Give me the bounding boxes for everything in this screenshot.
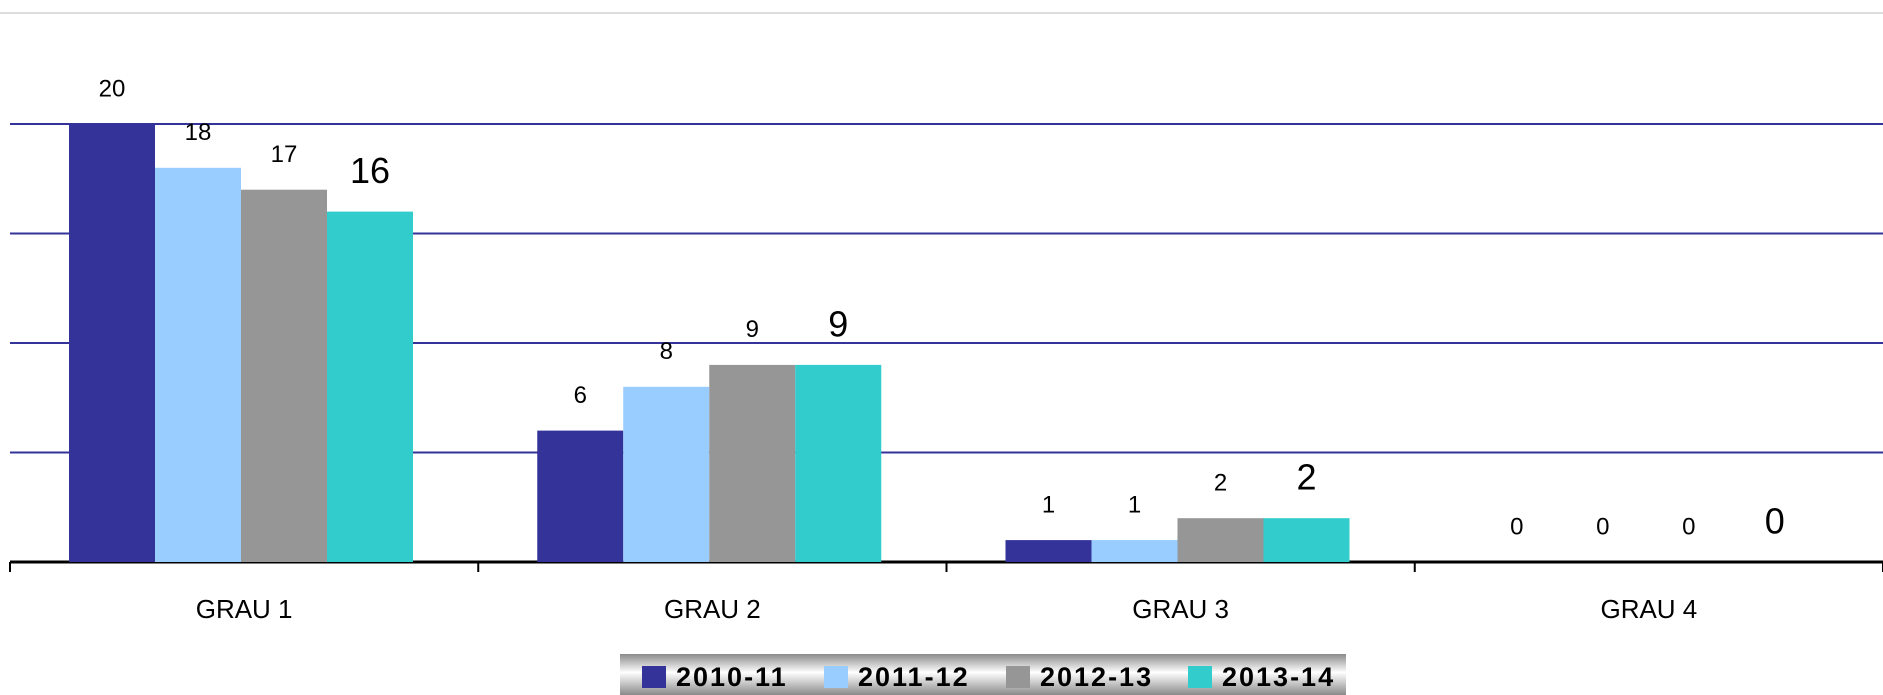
- legend-label: 2011-12: [858, 662, 970, 692]
- bar: [623, 386, 710, 562]
- data-label: 17: [271, 141, 298, 168]
- bar: [241, 189, 327, 562]
- bar: [1091, 540, 1178, 562]
- legend-swatch: [824, 666, 848, 688]
- data-label: 1: [1042, 491, 1055, 518]
- bar: [1005, 540, 1092, 562]
- data-label: 0: [1510, 513, 1523, 540]
- data-label: 0: [1765, 501, 1785, 542]
- x-tick-label: GRAU 4: [1600, 594, 1697, 624]
- bar: [155, 167, 241, 563]
- data-label: 9: [746, 316, 759, 343]
- bar: [1177, 518, 1264, 562]
- x-tick-label: GRAU 1: [196, 594, 293, 624]
- legend-swatch: [1006, 666, 1030, 688]
- bar: [1263, 518, 1350, 562]
- data-label: 9: [828, 303, 848, 344]
- bar: [537, 430, 624, 562]
- data-label: 0: [1596, 513, 1609, 540]
- x-tick-label: GRAU 3: [1132, 594, 1229, 624]
- legend-label: 2012-13: [1040, 662, 1153, 692]
- data-label: 1: [1128, 491, 1141, 518]
- bar: [327, 211, 413, 562]
- data-label: 2: [1214, 470, 1227, 497]
- data-label: 16: [350, 150, 390, 191]
- data-label: 20: [99, 75, 126, 102]
- data-label: 2: [1296, 457, 1316, 498]
- legend-label: 2013-14: [1222, 662, 1335, 692]
- bar: [69, 124, 155, 562]
- data-label: 0: [1682, 513, 1695, 540]
- legend-swatch: [642, 666, 666, 688]
- data-label: 8: [660, 338, 673, 365]
- bar: [709, 364, 796, 562]
- legend-label: 2010-11: [676, 662, 788, 692]
- legend-box: [620, 654, 1346, 695]
- data-label: 6: [574, 382, 587, 409]
- x-tick-label: GRAU 2: [664, 594, 761, 624]
- bar: [795, 364, 882, 562]
- legend-swatch: [1188, 666, 1212, 688]
- data-label: 18: [185, 119, 212, 146]
